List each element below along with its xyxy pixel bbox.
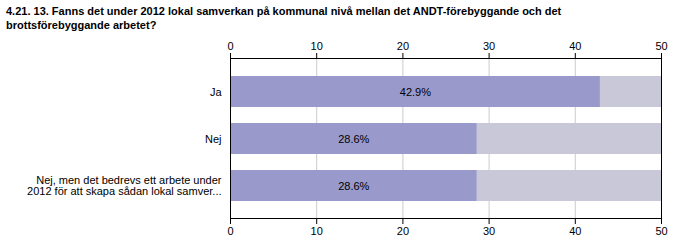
html-text:4.21. 13. Fanns det under 2012: 4.21. 13. Fanns det under 2012 lokal sam… — [6, 5, 562, 31]
svg-text:Nej, men det bedrevs ett arbet: Nej, men det bedrevs ett arbete under201… — [27, 174, 222, 197]
svg-text:Ja: Ja — [210, 86, 223, 98]
svg-text:30: 30 — [483, 225, 495, 237]
svg-text:50: 50 — [655, 225, 667, 237]
svg-text:28.6%: 28.6% — [338, 180, 369, 192]
svg-text:0: 0 — [227, 225, 233, 237]
svg-text:28.6%: 28.6% — [338, 133, 369, 145]
svg-text:10: 10 — [311, 40, 323, 52]
svg-text:30: 30 — [483, 40, 495, 52]
svg-text:Nej: Nej — [205, 133, 222, 145]
svg-text:40: 40 — [569, 40, 581, 52]
svg-text:0: 0 — [227, 40, 233, 52]
svg-text:20: 20 — [397, 40, 409, 52]
svg-text:40: 40 — [569, 225, 581, 237]
svg-text:50: 50 — [655, 40, 667, 52]
svg-text:20: 20 — [397, 225, 409, 237]
svg-text:10: 10 — [311, 225, 323, 237]
svg-text:42.9%: 42.9% — [400, 86, 431, 98]
